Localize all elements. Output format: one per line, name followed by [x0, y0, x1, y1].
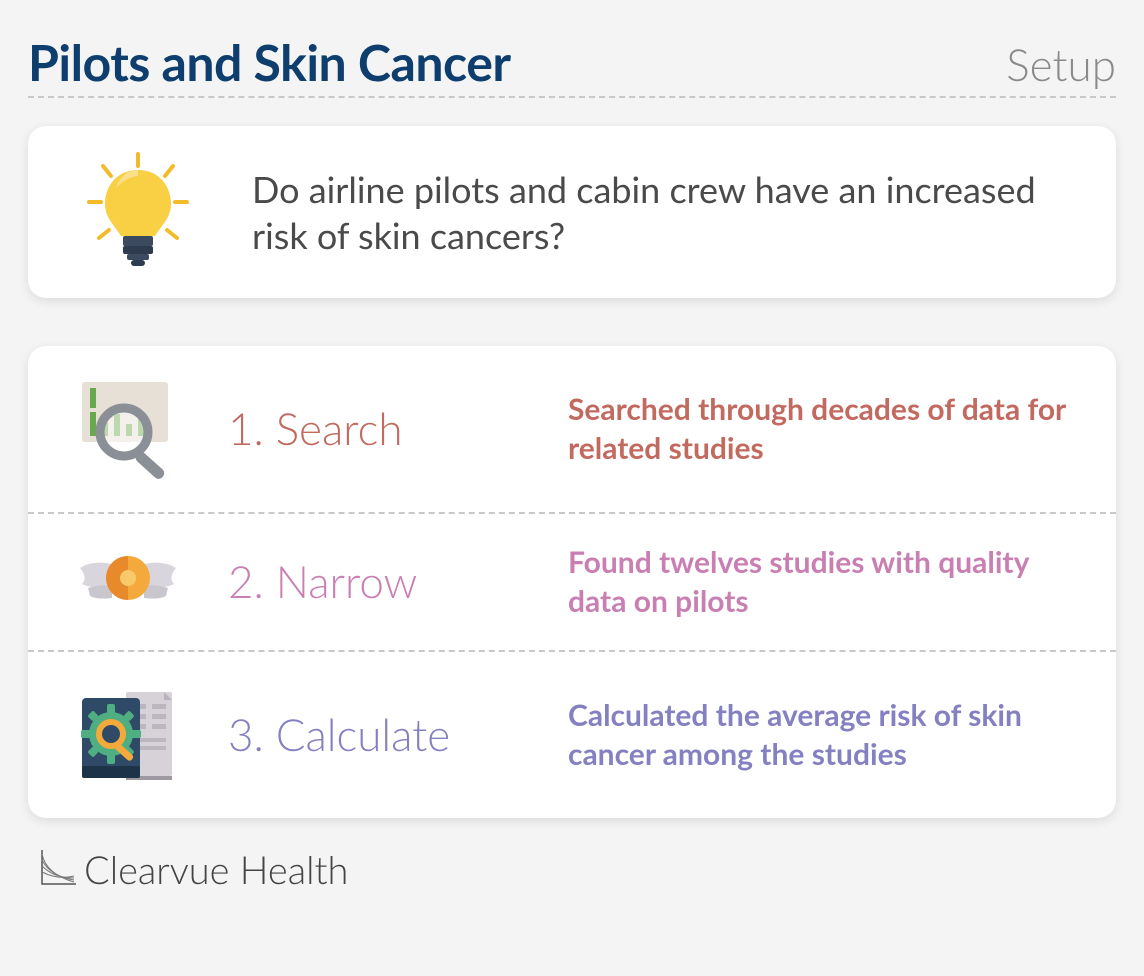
chart-logo-icon [36, 846, 80, 894]
steps-card: 1. Search Searched through decades of da… [28, 346, 1116, 818]
page-title: Pilots and Skin Cancer [28, 32, 511, 92]
step-row-narrow: 2. Narrow Found twelves studies with qua… [28, 512, 1116, 650]
question-card: Do airline pilots and cabin crew have an… [28, 126, 1116, 298]
step-label: 2. Narrow [228, 556, 538, 608]
header-row: Pilots and Skin Cancer Setup [28, 32, 1116, 98]
wings-badge-icon [58, 542, 198, 622]
question-text: Do airline pilots and cabin crew have an… [252, 166, 1072, 258]
footer: Clearvue Health [28, 846, 1116, 894]
step-label: 3. Calculate [228, 709, 538, 761]
step-description: Searched through decades of data for rel… [568, 390, 1086, 468]
step-row-search: 1. Search Searched through decades of da… [28, 346, 1116, 512]
step-row-calculate: 3. Calculate Calculated the average risk… [28, 650, 1116, 818]
gear-book-icon [58, 680, 198, 790]
lightbulb-icon [68, 152, 208, 272]
search-chart-icon [58, 374, 198, 484]
step-description: Calculated the average risk of skin canc… [568, 696, 1086, 774]
step-description: Found twelves studies with quality data … [568, 543, 1086, 621]
footer-brand: Clearvue Health [84, 847, 348, 893]
step-label: 1. Search [228, 403, 538, 455]
page-subtitle: Setup [1006, 39, 1116, 91]
